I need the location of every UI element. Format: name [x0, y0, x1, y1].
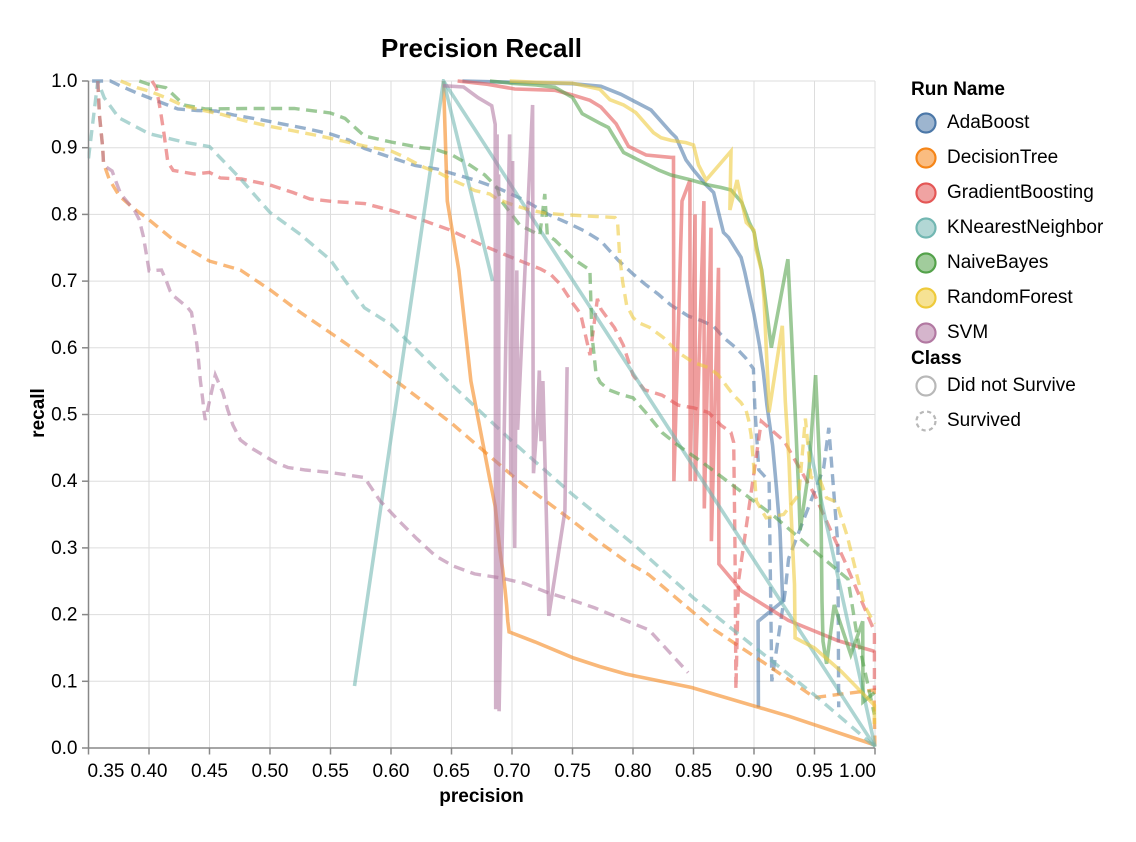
legend-run-label: SVM [947, 322, 989, 344]
y-tick-label: 0.6 [51, 338, 77, 359]
x-tick-label: 0.80 [615, 761, 652, 782]
circle-icon [915, 217, 937, 239]
legend-run-items: AdaBoost DecisionTree GradientBoosting KNea… [909, 105, 1103, 351]
legend-symbol-circle [915, 252, 937, 274]
legend-symbol-circle [915, 111, 937, 134]
legend-run-label: DecisionTree [947, 146, 1059, 168]
legend-class-item-did-not-survive[interactable]: Did not Survive [909, 369, 1076, 403]
series-line-randomforest-survived [120, 79, 876, 625]
y-tick-label: 0.0 [51, 738, 77, 759]
y-tick-label: 1.0 [51, 71, 77, 92]
circle-icon [915, 182, 937, 204]
legend-symbol-circle [915, 409, 937, 432]
y-tick-label: 0.8 [51, 204, 77, 225]
series-line-decisiontree-survived [96, 80, 877, 747]
legend-run-label: RandomForest [947, 287, 1073, 309]
x-tick-label: 0.85 [675, 761, 712, 782]
circle-icon [915, 322, 937, 344]
x-tick-label: 0.65 [433, 761, 470, 782]
y-tick-label: 0.1 [51, 671, 77, 692]
x-tick-label: 0.35 [88, 761, 125, 782]
legend-symbol-circle [915, 147, 937, 169]
legend-symbol-circle [915, 287, 937, 309]
y-tick-label: 0.2 [51, 605, 77, 626]
series-line-knearestneighbor-survived [87, 80, 877, 748]
legend: Run Name AdaBoost DecisionTree GradientBoo… [909, 0, 1136, 842]
x-tick-label: 0.75 [554, 761, 591, 782]
x-tick-label: 0.45 [191, 761, 228, 782]
x-tick-label: 1.00 [839, 761, 876, 782]
chart-title: Precision Recall [381, 33, 582, 63]
legend-run-item-adaboost[interactable]: AdaBoost [909, 105, 1103, 140]
y-axis-title: recall [28, 388, 49, 438]
x-tick-label: 0.70 [494, 761, 531, 782]
y-tick-label: 0.5 [51, 405, 77, 426]
y-tick-label: 0.3 [51, 538, 77, 559]
legend-run-item-naivebayes[interactable]: NaiveBayes [909, 245, 1103, 280]
x-axis-title: precision [439, 786, 524, 807]
legend-run-label: KNearestNeighbor [947, 216, 1104, 238]
legend-run-item-svm[interactable]: SVM [909, 316, 1103, 351]
legend-run-item-decisiontree[interactable]: DecisionTree [909, 140, 1103, 175]
legend-run-label: GradientBoosting [947, 181, 1094, 203]
series-line-naivebayes-did-not-survive [489, 79, 876, 706]
legend-run-label: NaiveBayes [947, 251, 1049, 273]
series-line-svm-survived [96, 80, 690, 674]
y-tick-label: 0.4 [51, 471, 78, 492]
legend-class-label: Did not Survive [947, 375, 1076, 397]
series-line-knearestneighbor-did-not-survive [441, 80, 495, 282]
y-tick-label: 0.7 [51, 271, 77, 292]
legend-class-title: Class [911, 348, 962, 369]
series-line-decisiontree-did-not-survive [441, 80, 876, 747]
x-tick-label: 0.50 [252, 761, 289, 782]
circle-icon [915, 111, 937, 134]
series-line-gradientboosting-did-not-survive [457, 79, 875, 654]
y-tick-label: 0.9 [51, 138, 77, 159]
circle-icon [915, 252, 937, 274]
x-tick-label: 0.40 [131, 761, 168, 782]
legend-symbol-circle [915, 322, 937, 344]
circle-icon [915, 375, 937, 397]
series-line-adaboost-did-not-survive [462, 79, 785, 708]
axes: 0.35 0.40 0.45 0.50 0.55 0.60 0.65 0.70 0.75 0.80… [51, 71, 876, 782]
x-tick-label: 0.60 [373, 761, 410, 782]
series-line-gradientboosting-survived [150, 80, 877, 690]
legend-symbol-circle [915, 217, 937, 239]
legend-run-item-knearestneighbor[interactable]: KNearestNeighbor [909, 210, 1103, 245]
series-line-svm-did-not-survive [442, 83, 569, 712]
legend-class-label: Survived [947, 409, 1021, 431]
legend-symbol-circle [915, 375, 937, 397]
circle-icon [915, 147, 937, 169]
legend-run-item-randomforest[interactable]: RandomForest [909, 280, 1103, 315]
legend-symbol-circle [915, 182, 937, 204]
series-lines [87, 79, 877, 748]
dashed-circle-icon [915, 409, 937, 432]
legend-run-item-gradientboosting[interactable]: GradientBoosting [909, 175, 1103, 210]
x-tick-label: 0.95 [796, 761, 833, 782]
legend-class-items: Did not Survive Survived [909, 369, 1076, 438]
legend-run-label: AdaBoost [947, 111, 1030, 133]
series-line-randomforest-did-not-survive [509, 79, 877, 724]
x-tick-label: 0.90 [736, 761, 773, 782]
x-tick-label: 0.55 [312, 761, 349, 782]
circle-icon [915, 287, 937, 309]
legend-run-title: Run Name [911, 79, 1005, 100]
series-line-adaboost-survived [92, 79, 841, 708]
legend-class-item-survived[interactable]: Survived [909, 403, 1076, 437]
